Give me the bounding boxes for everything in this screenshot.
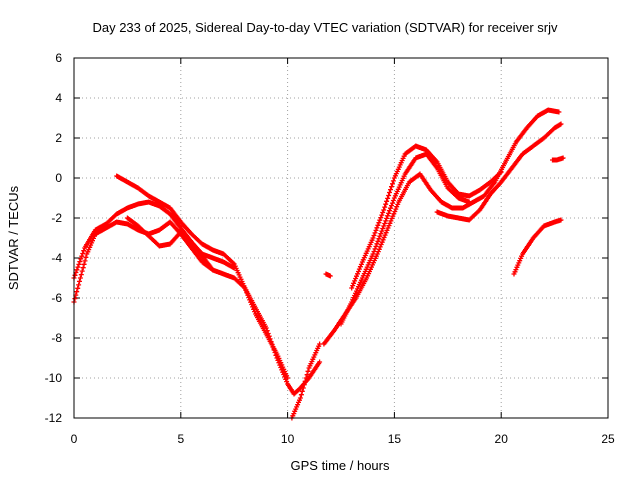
chart-title: Day 233 of 2025, Sidereal Day-to-day VTE… xyxy=(92,20,558,35)
y-tick-label: 4 xyxy=(55,91,62,105)
series-trace-11 xyxy=(550,155,566,163)
data-series xyxy=(71,107,566,421)
y-tick-label: -12 xyxy=(45,411,63,425)
series-trace-3 xyxy=(114,173,291,381)
series-trace-9 xyxy=(434,121,564,223)
series-points xyxy=(349,143,504,291)
y-tick-label: 0 xyxy=(55,171,62,185)
y-tick-label: -6 xyxy=(51,291,62,305)
x-tick-label: 10 xyxy=(281,432,295,446)
series-trace-12 xyxy=(323,271,333,279)
series-trace-5 xyxy=(289,341,323,421)
x-tick-label: 15 xyxy=(388,432,402,446)
series-points xyxy=(323,271,333,279)
y-axis-label: SDTVAR / TECUs xyxy=(6,185,21,290)
series-trace-8 xyxy=(349,143,504,291)
x-tick-label: 20 xyxy=(495,432,509,446)
series-points xyxy=(550,155,566,163)
y-tick-labels: -12 -10 -8 -6 -4 -2 0 2 4 6 xyxy=(45,51,63,425)
series-trace-6 xyxy=(321,107,562,347)
y-tick-label: 2 xyxy=(55,131,62,145)
series-points xyxy=(511,217,564,277)
y-tick-label: -8 xyxy=(51,331,62,345)
plot-frame xyxy=(73,57,609,419)
y-tick-label: 6 xyxy=(55,51,62,65)
series-trace-7 xyxy=(338,151,472,327)
x-tick-label: 0 xyxy=(71,432,78,446)
x-tick-labels: 0 5 10 15 20 25 xyxy=(71,432,615,446)
series-points xyxy=(338,151,472,327)
series-points xyxy=(434,121,564,223)
series-points xyxy=(289,341,323,421)
series-points xyxy=(114,173,291,381)
y-tick-label: -4 xyxy=(51,251,62,265)
y-tick-label: -10 xyxy=(45,371,63,385)
x-axis-label: GPS time / hours xyxy=(291,458,390,473)
series-trace-4 xyxy=(124,215,216,273)
series-points xyxy=(321,107,562,347)
series-trace-10 xyxy=(511,217,564,277)
y-tick-label: -2 xyxy=(51,211,62,225)
x-tick-label: 5 xyxy=(177,432,184,446)
x-tick-label: 25 xyxy=(601,432,615,446)
series-points xyxy=(124,215,216,273)
